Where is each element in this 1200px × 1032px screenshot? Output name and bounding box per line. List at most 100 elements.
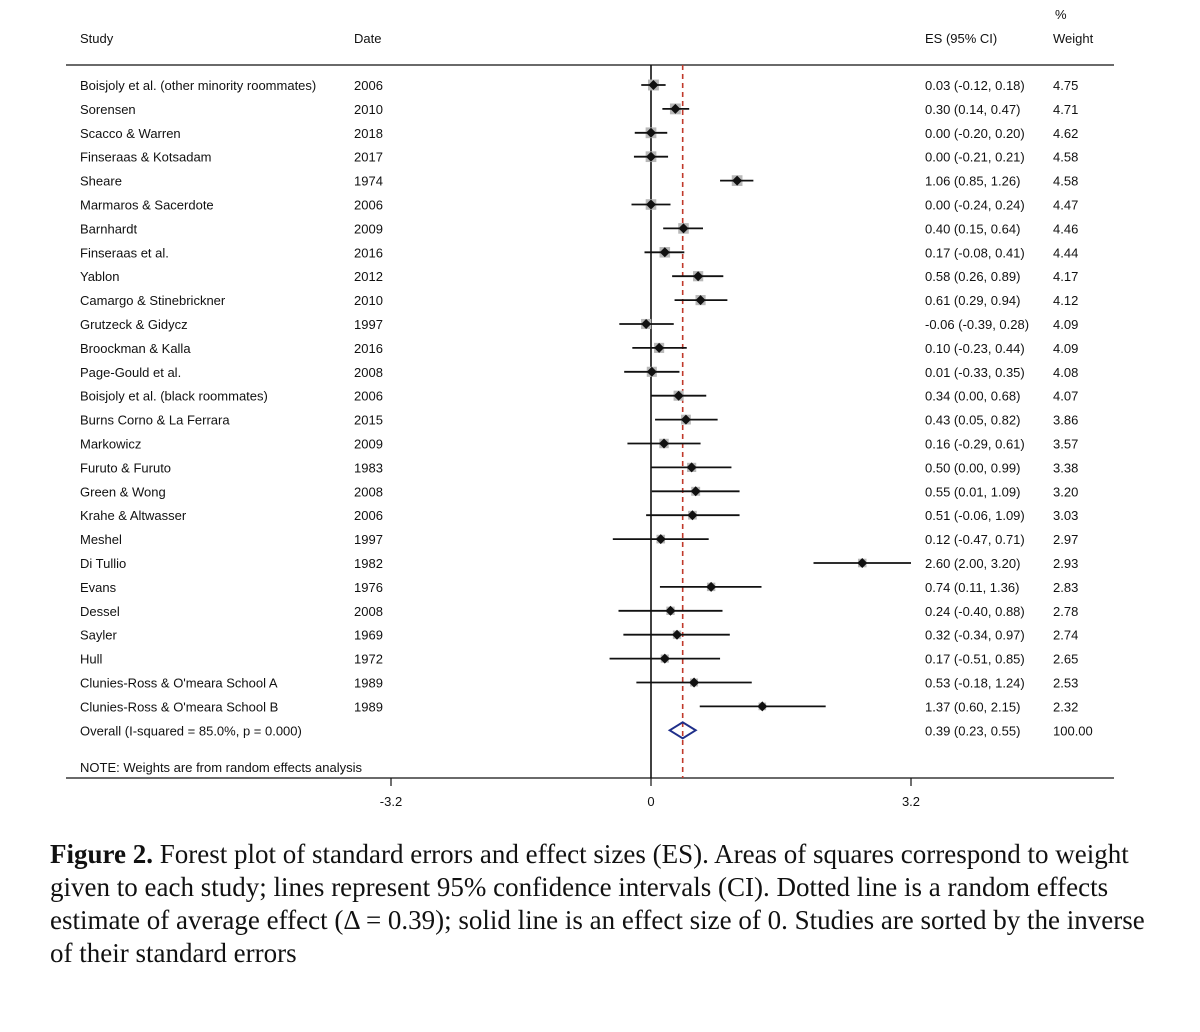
study-date: 2009 <box>354 437 383 452</box>
point-estimate-marker <box>695 295 706 306</box>
study-es-ci: -0.06 (-0.39, 0.28) <box>925 317 1029 332</box>
point-estimate-marker <box>690 486 701 497</box>
study-row: Finseraas et al. 2016 0.17 (-0.08, 0.41) 4.… <box>80 245 1078 260</box>
x-tick-label: -3.2 <box>380 794 402 809</box>
point-estimate-marker <box>857 558 868 568</box>
study-row: Boisjoly et al. (black roommates) 2006 0.3… <box>80 389 1078 404</box>
study-es-ci: 0.34 (0.00, 0.68) <box>925 389 1020 404</box>
study-name: Boisjoly et al. (other minority roommate… <box>80 78 316 93</box>
study-weight: 2.97 <box>1053 532 1078 547</box>
study-weight: 2.93 <box>1053 556 1078 571</box>
study-row: Sheare 1974 1.06 (0.85, 1.26) 4.58 <box>80 174 1078 189</box>
study-es-ci: 2.60 (2.00, 3.20) <box>925 556 1020 571</box>
study-name: Sayler <box>80 628 118 643</box>
study-name: Green & Wong <box>80 484 166 499</box>
study-name: Meshel <box>80 532 122 547</box>
study-es-ci: 0.43 (0.05, 0.82) <box>925 413 1020 428</box>
study-date: 2016 <box>354 245 383 260</box>
study-weight: 4.12 <box>1053 293 1078 308</box>
study-weight: 4.58 <box>1053 150 1078 165</box>
study-row: Evans 1976 0.74 (0.11, 1.36) 2.83 <box>80 580 1078 595</box>
study-date: 2015 <box>354 413 383 428</box>
study-weight: 4.47 <box>1053 198 1078 213</box>
study-es-ci: 0.51 (-0.06, 1.09) <box>925 508 1025 523</box>
study-date: 1997 <box>354 317 383 332</box>
study-name: Page-Gould et al. <box>80 365 181 380</box>
point-estimate-marker <box>654 342 665 353</box>
study-es-ci: 0.03 (-0.12, 0.18) <box>925 78 1025 93</box>
study-es-ci: 0.16 (-0.29, 0.61) <box>925 437 1025 452</box>
study-es-ci: 0.53 (-0.18, 1.24) <box>925 676 1025 691</box>
study-row: Yablon 2012 0.58 (0.26, 0.89) 4.17 <box>80 269 1078 284</box>
study-row: Green & Wong 2008 0.55 (0.01, 1.09) 3.20 <box>80 484 1078 499</box>
study-name: Broockman & Kalla <box>80 341 191 356</box>
study-date: 2006 <box>354 508 383 523</box>
study-name: Finseraas et al. <box>80 245 169 260</box>
study-weight: 4.09 <box>1053 341 1078 356</box>
study-weight: 3.57 <box>1053 437 1078 452</box>
study-row: Sorensen 2010 0.30 (0.14, 0.47) 4.71 <box>80 102 1078 117</box>
study-weight: 4.75 <box>1053 78 1078 93</box>
x-tick-label: 0 <box>647 794 654 809</box>
overall-weight: 100.00 <box>1053 723 1093 738</box>
study-es-ci: 0.10 (-0.23, 0.44) <box>925 341 1025 356</box>
study-row: Dessel 2008 0.24 (-0.40, 0.88) 2.78 <box>80 604 1078 619</box>
study-name: Sheare <box>80 174 122 189</box>
study-es-ci: 0.58 (0.26, 0.89) <box>925 269 1020 284</box>
study-weight: 2.65 <box>1053 652 1078 667</box>
study-es-ci: 0.01 (-0.33, 0.35) <box>925 365 1025 380</box>
point-estimate-marker <box>680 414 691 425</box>
study-es-ci: 0.61 (0.29, 0.94) <box>925 293 1020 308</box>
x-axis-ticks: -3.2 0 3.2 <box>380 778 920 809</box>
caption-text: Forest plot of standard errors and effec… <box>50 839 1145 968</box>
study-name: Sorensen <box>80 102 136 117</box>
study-weight: 4.46 <box>1053 221 1078 236</box>
weights-note: NOTE: Weights are from random effects an… <box>80 760 363 775</box>
study-row: Broockman & Kalla 2016 0.10 (-0.23, 0.44) 4… <box>80 341 1078 356</box>
header-study: Study <box>80 31 114 46</box>
header-date: Date <box>354 31 381 46</box>
study-es-ci: 0.55 (0.01, 1.09) <box>925 484 1020 499</box>
study-name: Scacco & Warren <box>80 126 181 141</box>
study-weight: 4.07 <box>1053 389 1078 404</box>
study-weight: 4.08 <box>1053 365 1078 380</box>
point-estimate-marker <box>641 319 652 329</box>
point-estimate-marker <box>670 103 681 114</box>
overall-es-ci: 0.39 (0.23, 0.55) <box>925 723 1020 738</box>
study-es-ci: 1.37 (0.60, 2.15) <box>925 699 1020 714</box>
point-estimate-marker <box>659 438 669 449</box>
study-date: 1972 <box>354 652 383 667</box>
study-row: Clunies-Ross & O'meara School A 1989 0.53 … <box>80 676 1078 691</box>
point-estimate-marker <box>687 510 698 521</box>
study-name: Hull <box>80 652 103 667</box>
study-row: Burns Corno & La Ferrara 2015 0.43 (0.05, … <box>80 413 1078 428</box>
study-row: Markowicz 2009 0.16 (-0.29, 0.61) 3.57 <box>80 437 1078 452</box>
study-name: Camargo & Stinebrickner <box>80 293 226 308</box>
point-estimate-marker <box>646 366 657 377</box>
point-estimate-marker <box>689 677 700 688</box>
point-estimate-marker <box>678 223 689 234</box>
study-weight: 3.86 <box>1053 413 1078 428</box>
study-es-ci: 0.50 (0.00, 0.99) <box>925 460 1020 475</box>
study-date: 2018 <box>354 126 383 141</box>
study-date: 1989 <box>354 699 383 714</box>
point-estimate-marker <box>659 247 670 258</box>
study-name: Marmaros & Sacerdote <box>80 198 214 213</box>
study-es-ci: 0.30 (0.14, 0.47) <box>925 102 1020 117</box>
figure-caption: Figure 2. Forest plot of standard errors… <box>50 838 1160 970</box>
study-es-ci: 0.32 (-0.34, 0.97) <box>925 628 1025 643</box>
study-date: 2017 <box>354 150 383 165</box>
study-date: 1976 <box>354 580 383 595</box>
study-date: 1989 <box>354 676 383 691</box>
study-es-ci: 0.24 (-0.40, 0.88) <box>925 604 1025 619</box>
study-date: 2008 <box>354 484 383 499</box>
header-weight: Weight <box>1053 31 1094 46</box>
header-weight-pct: % <box>1055 7 1067 22</box>
study-name: Clunies-Ross & O'meara School B <box>80 699 278 714</box>
study-weight: 4.62 <box>1053 126 1078 141</box>
study-date: 2006 <box>354 78 383 93</box>
study-date: 2012 <box>354 269 383 284</box>
study-name: Burns Corno & La Ferrara <box>80 413 230 428</box>
study-date: 1997 <box>354 532 383 547</box>
